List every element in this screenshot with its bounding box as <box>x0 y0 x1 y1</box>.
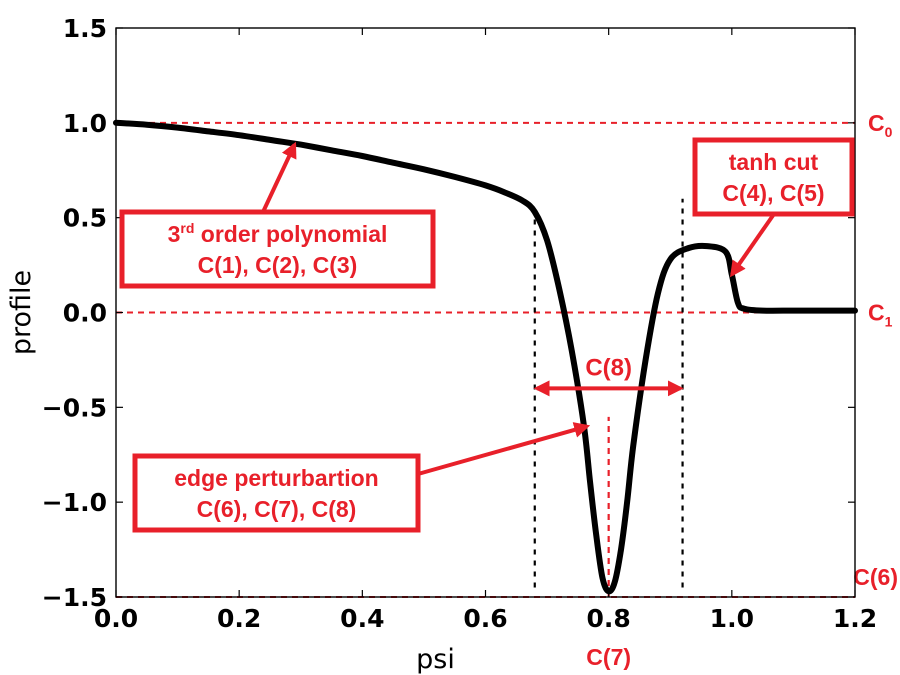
y-axis-label: profile <box>6 270 37 355</box>
annotation-box <box>119 209 436 289</box>
x-axis-label: psi <box>416 644 455 675</box>
annotation-arrow <box>730 212 776 278</box>
y-tick-label: 0.5 <box>63 204 107 233</box>
x-tick-label: 0.0 <box>94 604 138 633</box>
annotation-box <box>132 453 421 533</box>
x-tick-label: 0.8 <box>587 604 631 633</box>
annotation-text: C(1), C(2), C(3) <box>198 252 358 278</box>
annotation-text: C(6), C(7), C(8) <box>197 496 357 522</box>
x-tick-label: 1.2 <box>833 604 877 633</box>
annotation-text: 3rd order polynomial <box>168 220 388 247</box>
y-tick-label: −0.5 <box>42 393 107 422</box>
series-line <box>113 119 858 595</box>
annotation-arrow <box>261 141 297 213</box>
x-tick-label: 0.2 <box>217 604 261 633</box>
y-tick-label: 1.0 <box>63 109 107 138</box>
y-tick-label: 0.0 <box>63 299 107 328</box>
y-tick-label: −1.0 <box>42 488 107 517</box>
y-tick-label: 1.5 <box>63 14 107 43</box>
x-tick-label: 0.4 <box>340 604 384 633</box>
ref-label: C(7) <box>586 644 631 670</box>
x-tick-label: 1.0 <box>710 604 754 633</box>
series-layer <box>113 119 858 595</box>
annotation-text: edge perturbartion <box>174 465 378 491</box>
annotation-text: C(4), C(5) <box>722 180 824 206</box>
annotation-arrow <box>417 422 591 476</box>
y-tick-label: −1.5 <box>42 583 107 612</box>
ref-label: C1 <box>868 300 893 330</box>
width-label: C(8) <box>585 354 632 381</box>
ref-label: C(6) <box>853 564 898 590</box>
x-tick-label: 0.6 <box>463 604 507 633</box>
ticks: 0.0 0.2 0.4 0.6 0.8 1.0 1.2 −1.5 −1.0 −0.5 0.0 0.5 1… <box>42 14 877 633</box>
annotation-box <box>692 137 855 217</box>
annotation-text: tanh cut <box>729 149 819 175</box>
ref-label: C0 <box>868 110 893 140</box>
annotations: 3rd order polynomial C(1), C(2), C(3) tanh… <box>119 137 855 533</box>
